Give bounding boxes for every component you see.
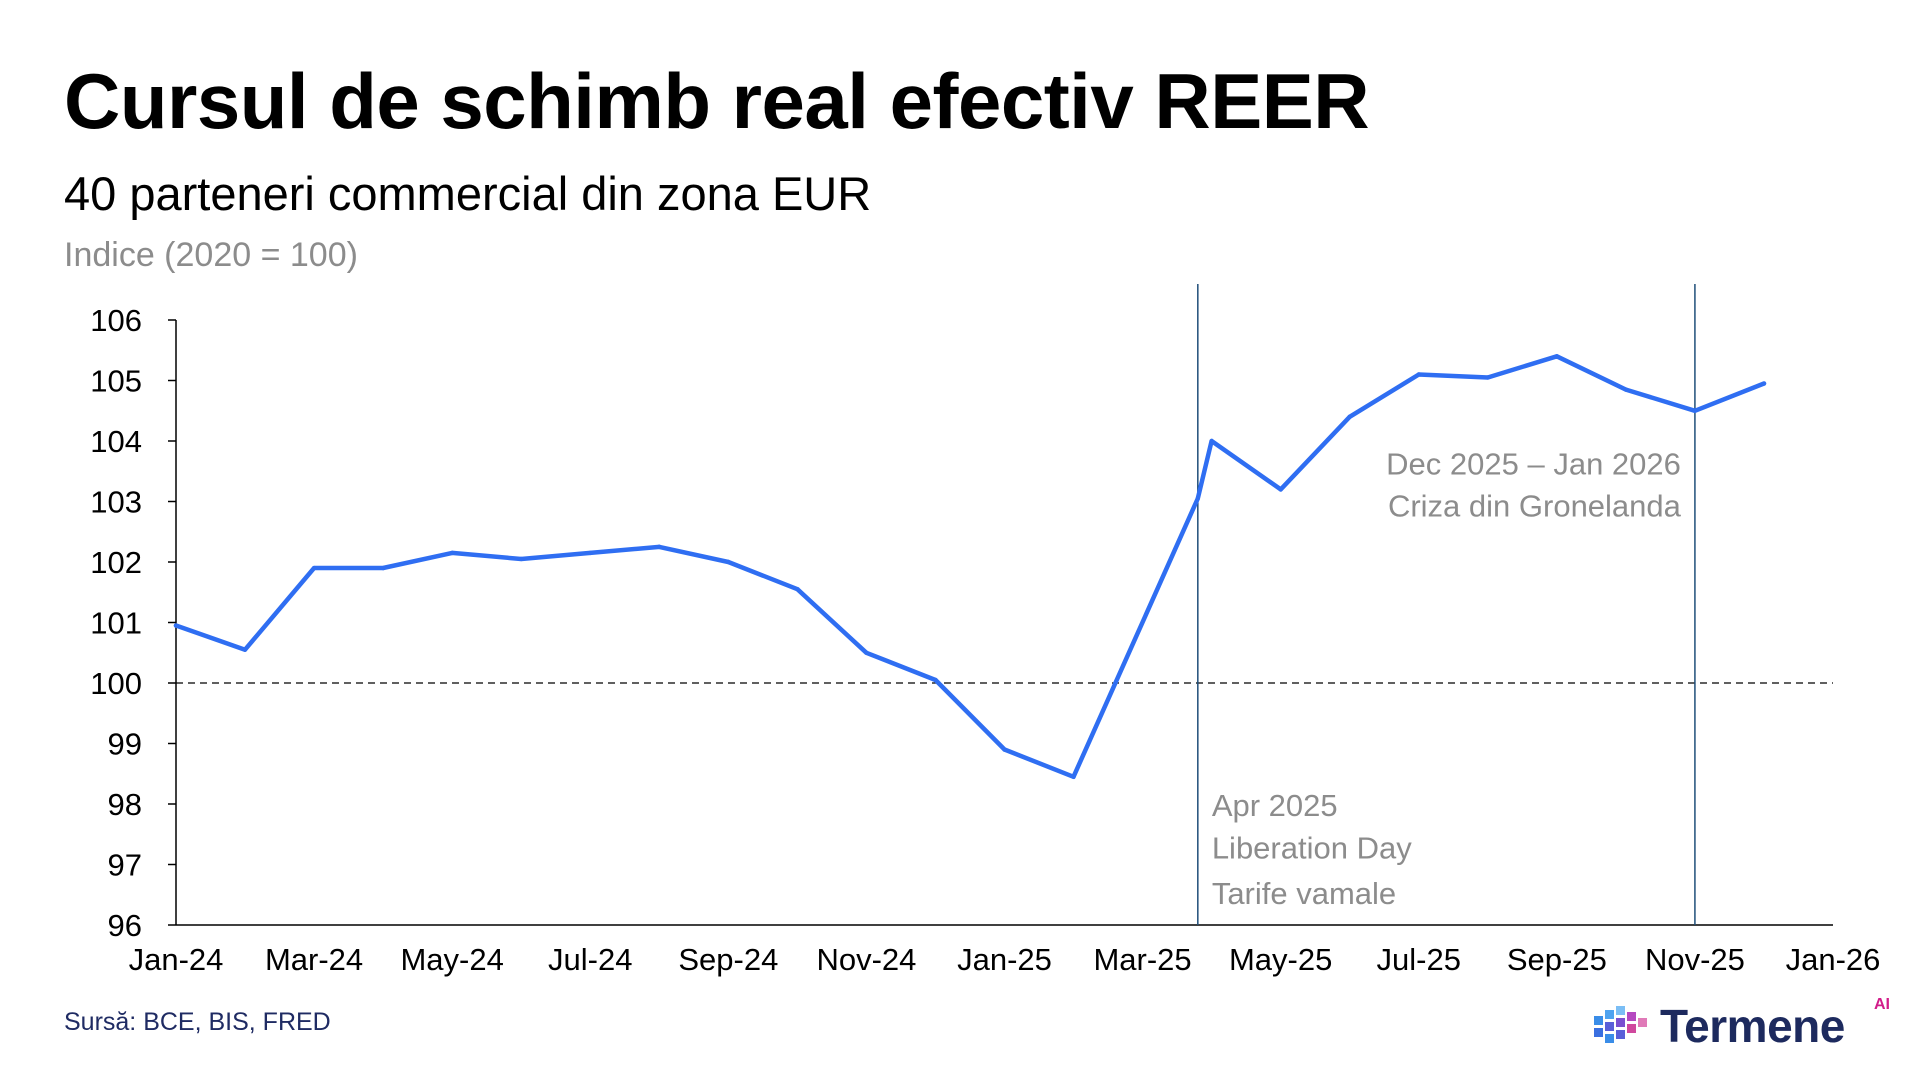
x-tick-label: Jul-24 (548, 942, 632, 977)
data-point (795, 587, 800, 592)
x-tick-label: Sep-24 (678, 942, 778, 977)
data-point (1554, 354, 1560, 359)
y-tick-label: 101 (90, 606, 142, 641)
data-point (726, 559, 731, 565)
data-point (1485, 375, 1490, 380)
x-tick-label: Jan-26 (1786, 942, 1881, 977)
x-tick-label: Nov-25 (1645, 942, 1745, 977)
data-point (1071, 774, 1076, 779)
x-tick-label: Jul-25 (1377, 942, 1461, 977)
data-point (1623, 387, 1629, 392)
x-tick-label: Nov-24 (816, 942, 916, 977)
y-axis-unit-label: Indice (2020 = 100) (64, 236, 358, 274)
data-point (1347, 414, 1352, 419)
event-annotation-text: Dec 2025 – Jan 2026 (1386, 446, 1681, 481)
data-point (173, 623, 179, 628)
x-tick-label: Jan-25 (957, 942, 1052, 977)
data-point (242, 647, 248, 652)
data-point (1195, 496, 1201, 501)
brand-ai-badge: AI (1874, 996, 1890, 1013)
data-point (864, 650, 869, 655)
y-tick-label: 97 (108, 848, 142, 883)
data-point (1278, 487, 1283, 492)
y-tick-label: 103 (90, 485, 142, 520)
event-annotation-text: Criza din Gronelanda (1388, 489, 1682, 524)
data-point (380, 565, 386, 571)
y-tick-label: 99 (108, 727, 142, 762)
cube-logo-icon (1594, 1006, 1647, 1043)
data-point (311, 565, 317, 571)
data-point (933, 677, 938, 683)
chart-subtitle: 40 parteneri commercial din zona EUR (64, 167, 872, 220)
data-point (1692, 408, 1698, 413)
data-point (1209, 438, 1214, 444)
data-point (657, 544, 662, 550)
source-note: Sursă: BCE, BIS, FRED (64, 1008, 331, 1036)
series-line-reer (173, 354, 1767, 780)
brand-name: Termene (1660, 1000, 1845, 1052)
y-tick-label: 104 (90, 424, 142, 459)
y-tick-label: 106 (90, 303, 142, 338)
y-tick-label: 96 (108, 908, 142, 943)
y-tick-label: 98 (108, 787, 142, 822)
y-tick-label: 100 (90, 666, 142, 701)
x-tick-label: Jan-24 (129, 942, 224, 977)
x-tick-label: Mar-25 (1093, 942, 1191, 977)
event-annotation-text: Liberation Day (1212, 830, 1412, 865)
event-annotation-text: Tarife vamale (1212, 876, 1396, 911)
x-tick-label: Sep-25 (1507, 942, 1607, 977)
data-point (1416, 372, 1421, 377)
x-tick-label: May-25 (1229, 942, 1332, 977)
y-tick-label: 102 (90, 545, 142, 580)
y-tick-label: 105 (90, 364, 142, 399)
data-point (449, 550, 455, 556)
data-point (1761, 381, 1767, 386)
data-point (588, 550, 593, 556)
data-point (1002, 747, 1007, 752)
event-annotation-text: Apr 2025 (1212, 788, 1338, 823)
x-tick-label: Mar-24 (265, 942, 363, 977)
brand-logo: Termene AI (1592, 996, 1890, 1056)
data-point (519, 556, 524, 562)
chart-title: Cursul de schimb real efectiv REER (64, 57, 1370, 145)
x-tick-label: May-24 (400, 942, 503, 977)
